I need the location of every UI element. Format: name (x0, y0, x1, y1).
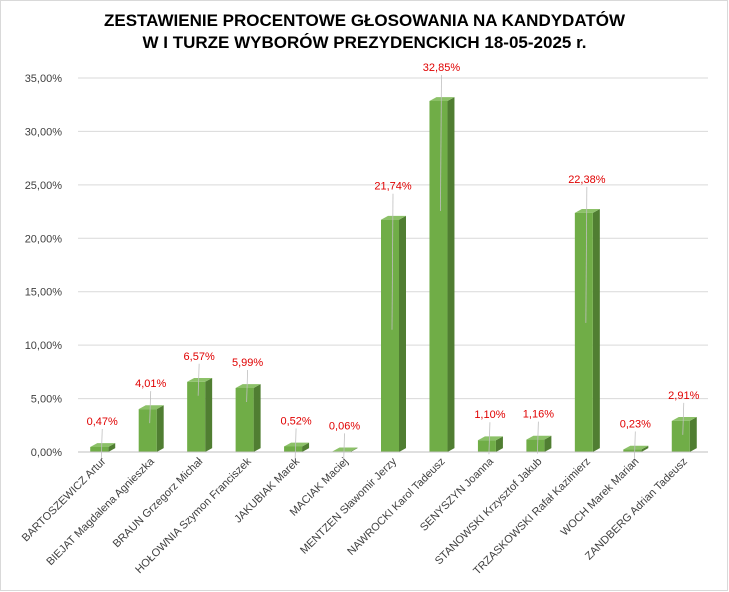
chart-title-line-1: ZESTAWIENIE PROCENTOWE GŁOSOWANIA NA KAN… (103, 11, 625, 30)
bar-top (623, 445, 649, 450)
bar-side (350, 447, 358, 452)
bar-side (689, 417, 697, 452)
bar-side (447, 97, 455, 453)
data-label: 1,10% (474, 409, 505, 421)
bar (90, 446, 109, 452)
bar (477, 440, 496, 452)
y-tick-label: 25,00% (25, 180, 63, 192)
y-tick-label: 30,00% (25, 126, 63, 138)
bar-top (671, 417, 697, 421)
bar-top (574, 209, 600, 213)
leader-line (682, 402, 685, 435)
data-label: 5,99% (232, 357, 263, 369)
x-category-label: ZANDBERG Adrian Tadeusz (583, 456, 690, 563)
bar (284, 446, 303, 452)
leader-line (294, 428, 297, 461)
x-category-label: BARTOSZEWICZ Artur (20, 455, 109, 544)
bar-top (235, 384, 261, 388)
bar-top (90, 443, 116, 447)
bar-top (138, 405, 164, 410)
x-category-label: MENTZEN Sławomir Jerzy (298, 455, 399, 556)
data-label: 0,52% (280, 415, 311, 427)
leader-line (391, 193, 394, 330)
data-label: 1,16% (523, 409, 554, 421)
y-tick-label: 5,00% (31, 394, 62, 406)
data-label: 2,91% (668, 390, 699, 402)
bar-side (592, 209, 600, 452)
leader-line (343, 433, 345, 466)
bar (429, 100, 448, 452)
bar-top (477, 436, 503, 441)
y-tick-label: 10,00% (25, 340, 63, 352)
leader-line (633, 431, 636, 464)
x-category-label: BRAUN Grzegorz Michał (111, 455, 206, 550)
bar-side (544, 435, 552, 452)
bar (671, 420, 690, 452)
bar-top (332, 447, 358, 452)
chart-title: ZESTAWIENIE PROCENTOWE GŁOSOWANIA NA KAN… (0, 10, 729, 54)
bar-side (641, 445, 649, 452)
bar-side (108, 443, 116, 452)
bar-top (526, 435, 552, 440)
bar (623, 449, 642, 452)
bar-top (187, 377, 213, 382)
bar (526, 439, 545, 452)
bar (187, 381, 206, 452)
data-label: 21,74% (374, 181, 412, 193)
data-label: 0,06% (329, 420, 360, 432)
bar-side (399, 215, 406, 452)
bar (574, 212, 593, 452)
data-label: 0,23% (620, 419, 651, 431)
data-label: 32,85% (423, 62, 461, 74)
data-label: 4,01% (135, 378, 166, 390)
data-label: 6,57% (184, 351, 215, 363)
bar (235, 387, 254, 452)
bar (138, 409, 157, 452)
chart-title-line-2: W I TURZE WYBORÓW PREZYDENCKICH 18-05-20… (142, 33, 587, 52)
y-tick-label: 15,00% (25, 287, 63, 299)
leader-line (536, 421, 539, 454)
leader-line (197, 363, 200, 396)
bar-side (205, 377, 213, 452)
leader-line (100, 428, 103, 461)
bar-top (381, 215, 406, 220)
y-tick-label: 20,00% (25, 233, 63, 245)
bar-side (253, 384, 261, 452)
leader-line (488, 422, 491, 455)
leader-line (246, 369, 249, 403)
y-tick-label: 35,00% (25, 73, 63, 85)
data-label: 22,38% (568, 174, 606, 186)
leader-line (585, 186, 588, 323)
data-label: 0,47% (87, 416, 118, 428)
x-category-label: NAWROCKI Karol Tadeusz (345, 456, 447, 558)
bar-side (156, 405, 164, 452)
bar-top (429, 97, 455, 101)
bar-side (495, 436, 503, 452)
y-tick-label: 0,00% (31, 447, 62, 459)
leader-line (440, 74, 442, 211)
bar-top (284, 442, 310, 447)
bar (381, 219, 399, 452)
bar-side (302, 442, 310, 452)
leader-line (149, 391, 152, 424)
